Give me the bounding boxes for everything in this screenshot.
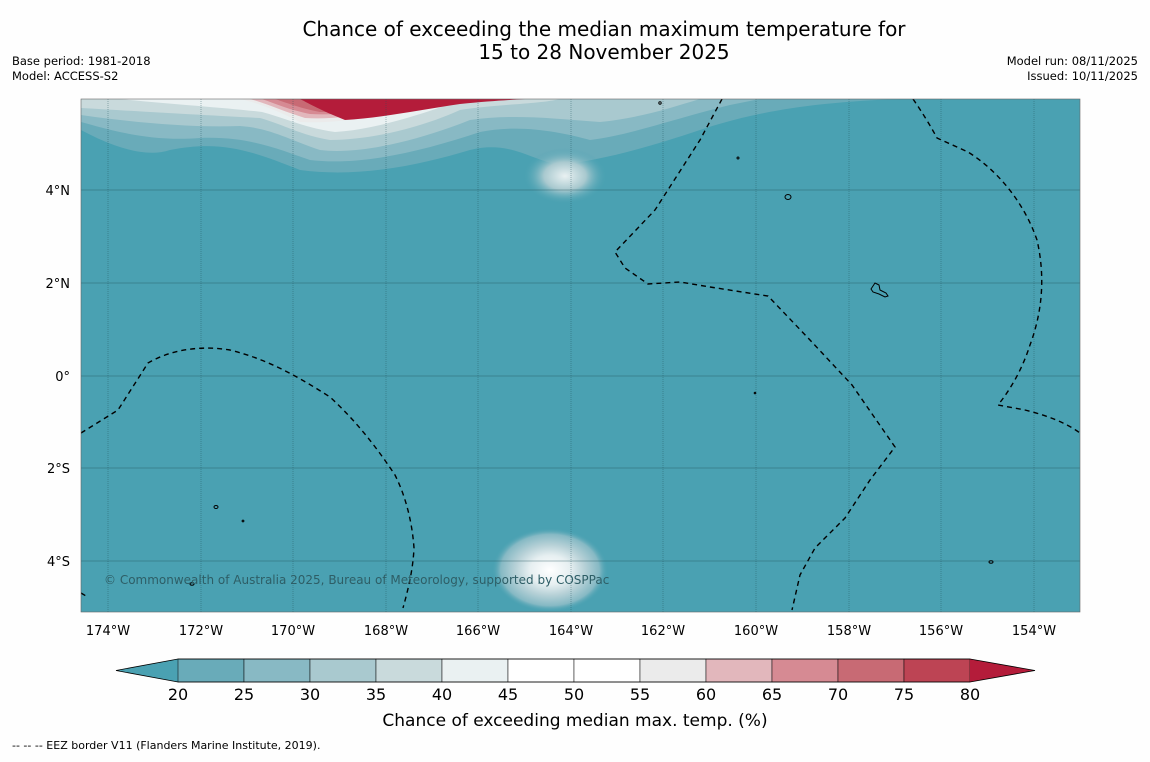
colorbar-segment <box>441 658 509 683</box>
colorbar-title: Chance of exceeding median max. temp. (%… <box>382 711 767 731</box>
lat-tick-labels: 4°N 2°N 0° 2°S 4°S <box>46 184 71 570</box>
colorbar-frame <box>115 658 1036 683</box>
islands <box>189 101 994 586</box>
base-period-text: Base period: 1981-2018 <box>12 54 151 68</box>
probability-field <box>81 99 900 612</box>
lon-tick-label: 164°W <box>549 624 593 639</box>
colorbar-segment <box>903 658 971 683</box>
colorbar-segment <box>771 658 839 683</box>
lat-tick-label: 2°N <box>46 277 71 292</box>
eez-borders <box>81 99 1080 611</box>
chart-title: Chance of exceeding the median maximum t… <box>0 18 1150 64</box>
map-frame <box>80 98 1081 613</box>
colorbar-tick-label: 35 <box>366 685 386 704</box>
model-run-text: Model run: 08/11/2025 <box>1006 54 1138 68</box>
island-4 <box>189 582 195 586</box>
colorbar-tick-labels: 20 25 30 35 40 45 50 55 60 65 70 75 80 <box>168 685 980 704</box>
colorbar-tick-label: 20 <box>168 685 188 704</box>
lat-tick-label: 0° <box>55 370 70 385</box>
island-9 <box>753 391 757 395</box>
colorbar-tick-label: 75 <box>894 685 914 704</box>
colorbar-over-arrow <box>970 659 1035 682</box>
eez-border-central <box>614 99 896 611</box>
contour-80 <box>300 99 525 120</box>
colorbar-segment <box>507 658 575 683</box>
lon-tick-label: 160°W <box>734 624 778 639</box>
colorbar-segment <box>573 658 641 683</box>
lat-tick-label: 2°S <box>47 462 70 477</box>
island-8 <box>241 519 245 523</box>
colorbar-segment <box>837 658 905 683</box>
title-line-2: 15 to 28 November 2025 <box>478 40 730 64</box>
model-text: Model: ACCESS-S2 <box>12 69 119 83</box>
colorbar-tick-label: 45 <box>498 685 518 704</box>
eez-border-west <box>81 347 415 609</box>
south-blob <box>492 528 608 612</box>
colorbar-segment <box>309 658 377 683</box>
colorbar-tick-label: 70 <box>828 685 848 704</box>
lon-tick-label: 170°W <box>271 624 315 639</box>
lon-tick-label: 168°W <box>364 624 408 639</box>
colorbar-tick-label: 65 <box>762 685 782 704</box>
lon-tick-label: 174°W <box>86 624 130 639</box>
colorbar-segment <box>243 658 311 683</box>
lat-tick-label: 4°S <box>47 555 70 570</box>
colorbar <box>115 658 1036 683</box>
eez-border-east <box>912 99 1080 434</box>
island-7 <box>736 156 740 160</box>
island-6 <box>658 101 662 105</box>
island-1 <box>784 194 792 200</box>
lon-tick-label: 156°W <box>919 624 963 639</box>
island-3 <box>213 505 219 509</box>
eez-legend-note: -- -- -- EEZ border V11 (Flanders Marine… <box>12 739 321 752</box>
colorbar-segment <box>705 658 773 683</box>
lat-tick-label: 4°N <box>46 184 71 199</box>
meta-right: Model run: 08/11/2025 Issued: 10/11/2025 <box>1007 54 1138 84</box>
meta-left: Base period: 1981-2018 Model: ACCESS-S2 <box>12 54 151 84</box>
colorbar-segment <box>177 658 245 683</box>
issued-text: Issued: 10/11/2025 <box>1027 69 1138 83</box>
gridlines <box>107 99 1035 612</box>
lon-tick-label: 158°W <box>827 624 871 639</box>
lon-tick-label: 172°W <box>179 624 223 639</box>
colorbar-tick-label: 40 <box>432 685 452 704</box>
title-line-1: Chance of exceeding the median maximum t… <box>302 17 906 41</box>
eez-border-sw <box>81 592 87 597</box>
lon-tick-label: 166°W <box>456 624 500 639</box>
colorbar-tick-label: 80 <box>960 685 980 704</box>
island-2 <box>870 282 889 298</box>
colorbar-tick-label: 50 <box>564 685 584 704</box>
lon-tick-label: 154°W <box>1012 624 1056 639</box>
colorbar-segment <box>639 658 707 683</box>
gridlines-lat <box>81 189 1080 562</box>
island-5 <box>988 560 994 564</box>
copyright-text: © Commonwealth of Australia 2025, Bureau… <box>104 573 609 587</box>
colorbar-tick-label: 25 <box>234 685 254 704</box>
colorbar-segment <box>375 658 443 683</box>
colorbar-tick-label: 60 <box>696 685 716 704</box>
lon-tick-label: 162°W <box>641 624 685 639</box>
colorbar-tick-label: 55 <box>630 685 650 704</box>
north-lobe <box>523 148 607 204</box>
lon-tick-labels: 174°W 172°W 170°W 168°W 166°W 164°W 162°… <box>86 624 1056 639</box>
colorbar-tick-label: 30 <box>300 685 320 704</box>
colorbar-under-arrow <box>116 659 178 682</box>
